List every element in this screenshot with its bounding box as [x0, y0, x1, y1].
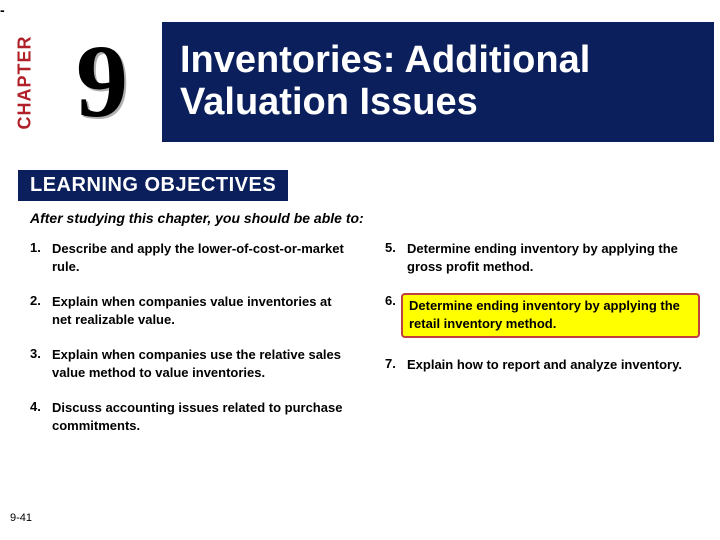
objective-number: 3.	[30, 346, 52, 381]
objective-number: 2.	[30, 293, 52, 328]
objective-number: 7.	[385, 356, 407, 374]
objective-text: Explain when companies value inventories…	[52, 293, 345, 328]
intro-text: After studying this chapter, you should …	[30, 210, 364, 226]
objectives-col-left: 1. Describe and apply the lower-of-cost-…	[30, 240, 345, 452]
objective-text: Determine ending inventory by applying t…	[407, 240, 700, 275]
objective-text: Determine ending inventory by applying t…	[409, 297, 692, 332]
objective-text: Explain when companies use the relative …	[52, 346, 345, 381]
objective-item-highlighted: 6. Determine ending inventory by applyin…	[385, 293, 700, 338]
objectives-col-right: 5. Determine ending inventory by applyin…	[385, 240, 700, 452]
objective-text: Discuss accounting issues related to pur…	[52, 399, 345, 434]
objective-number: 4.	[30, 399, 52, 434]
chapter-number-box: 9	[42, 22, 162, 142]
objective-number: 5.	[385, 240, 407, 275]
objective-item: 4. Discuss accounting issues related to …	[30, 399, 345, 434]
objective-item: 3. Explain when companies use the relati…	[30, 346, 345, 381]
objective-number: 1.	[30, 240, 52, 275]
objective-text: Explain how to report and analyze invent…	[407, 356, 682, 374]
chapter-title-band: Inventories: Additional Valuation Issues	[162, 22, 714, 142]
objective-item: 5. Determine ending inventory by applyin…	[385, 240, 700, 275]
chapter-number: 9	[76, 30, 128, 134]
objective-item: 1. Describe and apply the lower-of-cost-…	[30, 240, 345, 275]
chapter-label-box: CHAPTER	[8, 22, 42, 142]
learning-objectives-heading: LEARNING OBJECTIVES	[18, 170, 288, 201]
chapter-title-line1: Inventories: Additional	[180, 39, 590, 81]
highlight-box: Determine ending inventory by applying t…	[401, 293, 700, 338]
page-number: 9-41	[10, 512, 32, 524]
objectives-grid: 1. Describe and apply the lower-of-cost-…	[30, 240, 700, 452]
chapter-title-line2: Valuation Issues	[180, 81, 478, 123]
objective-text: Describe and apply the lower-of-cost-or-…	[52, 240, 345, 275]
objective-item: 7. Explain how to report and analyze inv…	[385, 356, 700, 374]
chapter-label: CHAPTER	[15, 35, 36, 129]
chapter-header: CHAPTER 9 Inventories: Additional Valuat…	[8, 22, 714, 142]
chapter-title: Inventories: Additional Valuation Issues	[180, 40, 590, 124]
objective-item: 2. Explain when companies value inventor…	[30, 293, 345, 328]
top-dash-mark: -	[0, 2, 5, 18]
